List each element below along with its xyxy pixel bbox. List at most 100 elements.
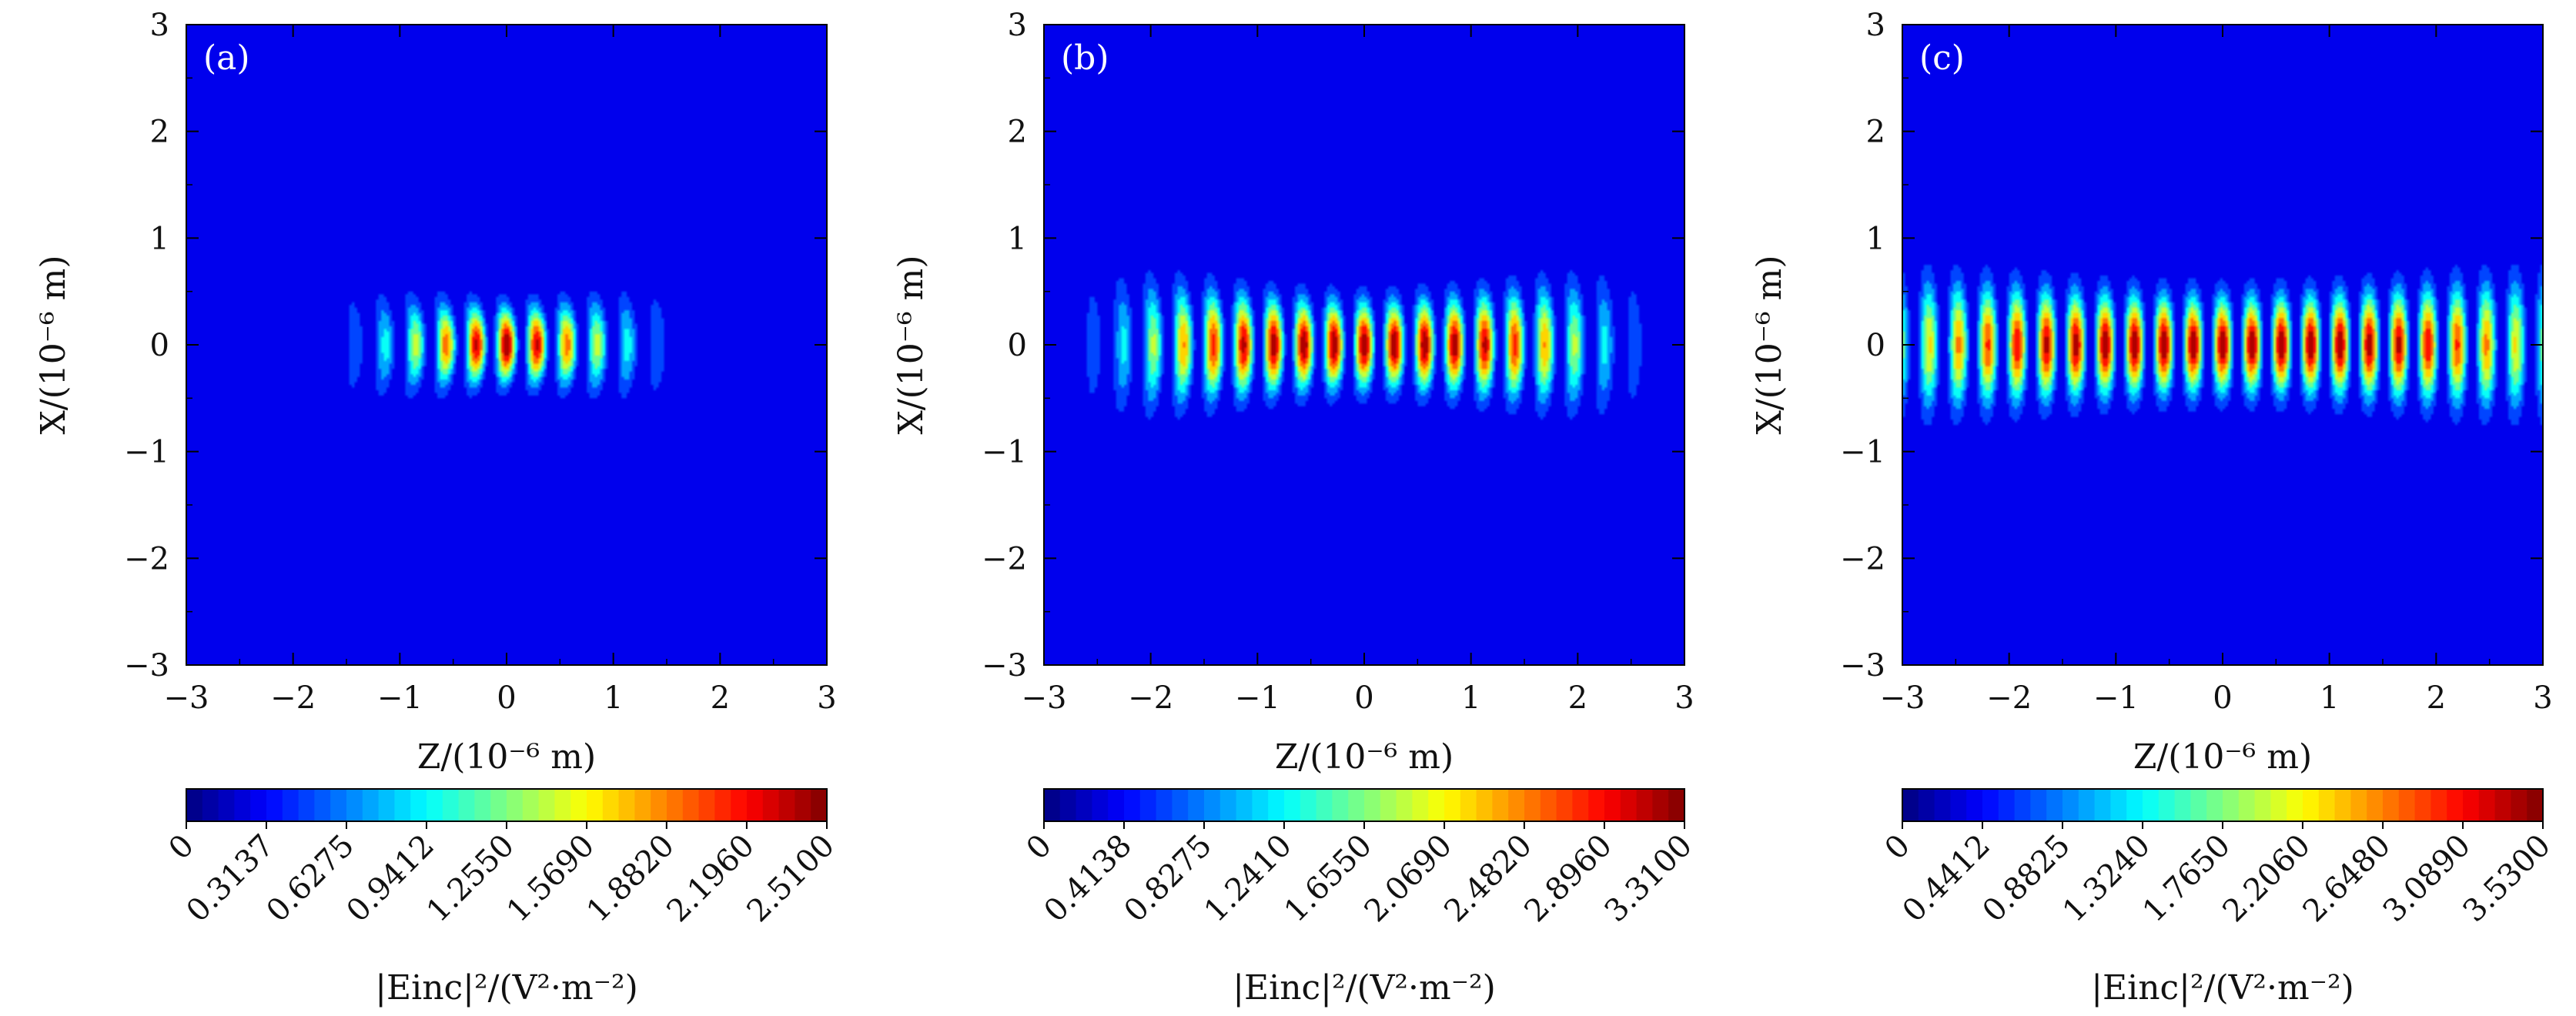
colorbar-segment	[2126, 789, 2143, 821]
colorbar-segment	[602, 789, 620, 821]
colorbar-tick-label-2-5: 2.0690	[1358, 828, 1459, 929]
colorbar-segment	[474, 789, 491, 821]
colorbar-tick-label-3-3: 1.3240	[2056, 828, 2157, 929]
colorbar-segment	[202, 789, 219, 821]
x-tick-label-2-1: −2	[1128, 680, 1173, 716]
colorbar-segment	[587, 789, 604, 821]
x-tick-label-1-6: 3	[817, 680, 836, 716]
colorbar-segment	[1998, 789, 2016, 821]
colorbar-segment	[634, 789, 651, 821]
colorbar-segment	[522, 789, 540, 821]
x-tick-label-3-5: 2	[2427, 680, 2446, 716]
y-tick-label-3-1: −2	[1840, 541, 1885, 577]
y-tick-label-2-3: 0	[1008, 328, 1027, 363]
colorbar-segment	[1934, 789, 1951, 821]
colorbar-segment	[2190, 789, 2207, 821]
y-tick-label-2-6: 3	[1008, 8, 1027, 43]
heatmap-field-2	[1044, 25, 1684, 665]
colorbar-segment	[2414, 789, 2431, 821]
colorbar-segment	[1396, 789, 1413, 821]
colorbar-segment	[1652, 789, 1669, 821]
colorbar-segment	[2110, 789, 2127, 821]
colorbar-segment	[394, 789, 411, 821]
y-tick-label-3-4: 1	[1866, 221, 1885, 256]
x-tick-label-1-1: −2	[270, 680, 316, 716]
colorbar-segment	[1604, 789, 1621, 821]
y-tick-label-2-4: 1	[1008, 221, 1027, 256]
x-axis-label-2: Z/(10⁻⁶ m)	[1275, 737, 1454, 777]
y-tick-label-1-1: −2	[124, 541, 169, 577]
colorbar-tick-label-2-7: 2.8960	[1518, 828, 1619, 929]
colorbar-segment	[2350, 789, 2367, 821]
colorbar-segment	[538, 789, 555, 821]
colorbar-segment	[1204, 789, 1221, 821]
x-tick-label-2-6: 3	[1674, 680, 1694, 716]
y-tick-label-3-6: 3	[1866, 8, 1885, 43]
panel-label-2: (b)	[1061, 38, 1109, 78]
colorbar-segment	[714, 789, 731, 821]
colorbar-label-1: |Einc|²/(V²·m⁻²)	[375, 968, 638, 1008]
colorbar-segment	[2270, 789, 2287, 821]
y-tick-label-1-4: 1	[150, 221, 169, 256]
panel-label-1: (a)	[203, 38, 250, 78]
colorbar-tick-label-2-1: 0.4138	[1038, 828, 1139, 929]
colorbar-segment	[1268, 789, 1285, 821]
colorbar-segment	[362, 789, 380, 821]
colorbar-segment	[1188, 789, 1205, 821]
colorbar-segment	[218, 789, 235, 821]
colorbar-segment	[2463, 789, 2480, 821]
colorbar-tick-label-1-4: 1.2550	[420, 828, 521, 929]
colorbar-segment	[2254, 789, 2271, 821]
colorbar-segment	[1572, 789, 1589, 821]
colorbar-label-3: |Einc|²/(V²·m⁻²)	[2091, 968, 2354, 1008]
x-tick-label-1-4: 1	[604, 680, 623, 716]
colorbar-tick-label-1-5: 1.5690	[500, 828, 601, 929]
colorbar-segment	[1348, 789, 1365, 821]
colorbar-segment	[2014, 789, 2031, 821]
colorbar-tick-label-1-8: 2.5100	[741, 828, 841, 929]
y-tick-label-1-0: −3	[124, 648, 169, 683]
colorbar-segment	[1620, 789, 1638, 821]
colorbar-segment	[298, 789, 315, 821]
colorbar-segment	[2494, 789, 2511, 821]
colorbar-segment	[1108, 789, 1125, 821]
x-tick-label-2-4: 1	[1461, 680, 1480, 716]
colorbar-segment	[1476, 789, 1493, 821]
colorbar-segment	[2206, 789, 2223, 821]
x-tick-label-2-2: −1	[1235, 680, 1280, 716]
x-tick-label-2-3: 0	[1354, 680, 1373, 716]
colorbar-tick-label-3-5: 2.2060	[2216, 828, 2317, 929]
colorbar-segment	[667, 789, 684, 821]
y-tick-label-3-0: −3	[1840, 648, 1885, 683]
y-tick-label-1-6: 3	[150, 8, 169, 43]
x-tick-label-1-3: 0	[497, 680, 516, 716]
colorbar-segment	[795, 789, 811, 821]
x-tick-label-3-6: 3	[2533, 680, 2552, 716]
colorbar-segment	[2318, 789, 2336, 821]
colorbar-tick-label-3-7: 3.0890	[2377, 828, 2477, 929]
colorbar-segment	[378, 789, 395, 821]
panel-label-3: (c)	[1919, 38, 1965, 78]
y-tick-label-2-0: −3	[982, 648, 1027, 683]
colorbar-segment	[570, 789, 587, 821]
y-tick-label-2-2: −1	[982, 435, 1027, 470]
colorbar-segment	[1380, 789, 1397, 821]
colorbar-segment	[330, 789, 347, 821]
colorbar-tick-label-1-6: 1.8820	[580, 828, 681, 929]
colorbar-segment	[2223, 789, 2240, 821]
colorbar-segment	[762, 789, 780, 821]
colorbar-tick-label-2-3: 1.2410	[1198, 828, 1299, 929]
colorbar-segment	[427, 789, 443, 821]
colorbar-segment	[1236, 789, 1253, 821]
colorbar-segment	[2303, 789, 2320, 821]
colorbar-segment	[1252, 789, 1269, 821]
colorbar-segment	[1412, 789, 1429, 821]
colorbar-segment	[1540, 789, 1557, 821]
colorbar-segment	[1172, 789, 1189, 821]
colorbar-segment	[747, 789, 764, 821]
colorbar-segment	[2430, 789, 2447, 821]
colorbar-segment	[2447, 789, 2464, 821]
colorbar-tick-label-1-2: 0.6275	[260, 828, 361, 929]
y-tick-label-3-2: −1	[1840, 435, 1885, 470]
x-tick-label-3-2: −1	[2093, 680, 2139, 716]
